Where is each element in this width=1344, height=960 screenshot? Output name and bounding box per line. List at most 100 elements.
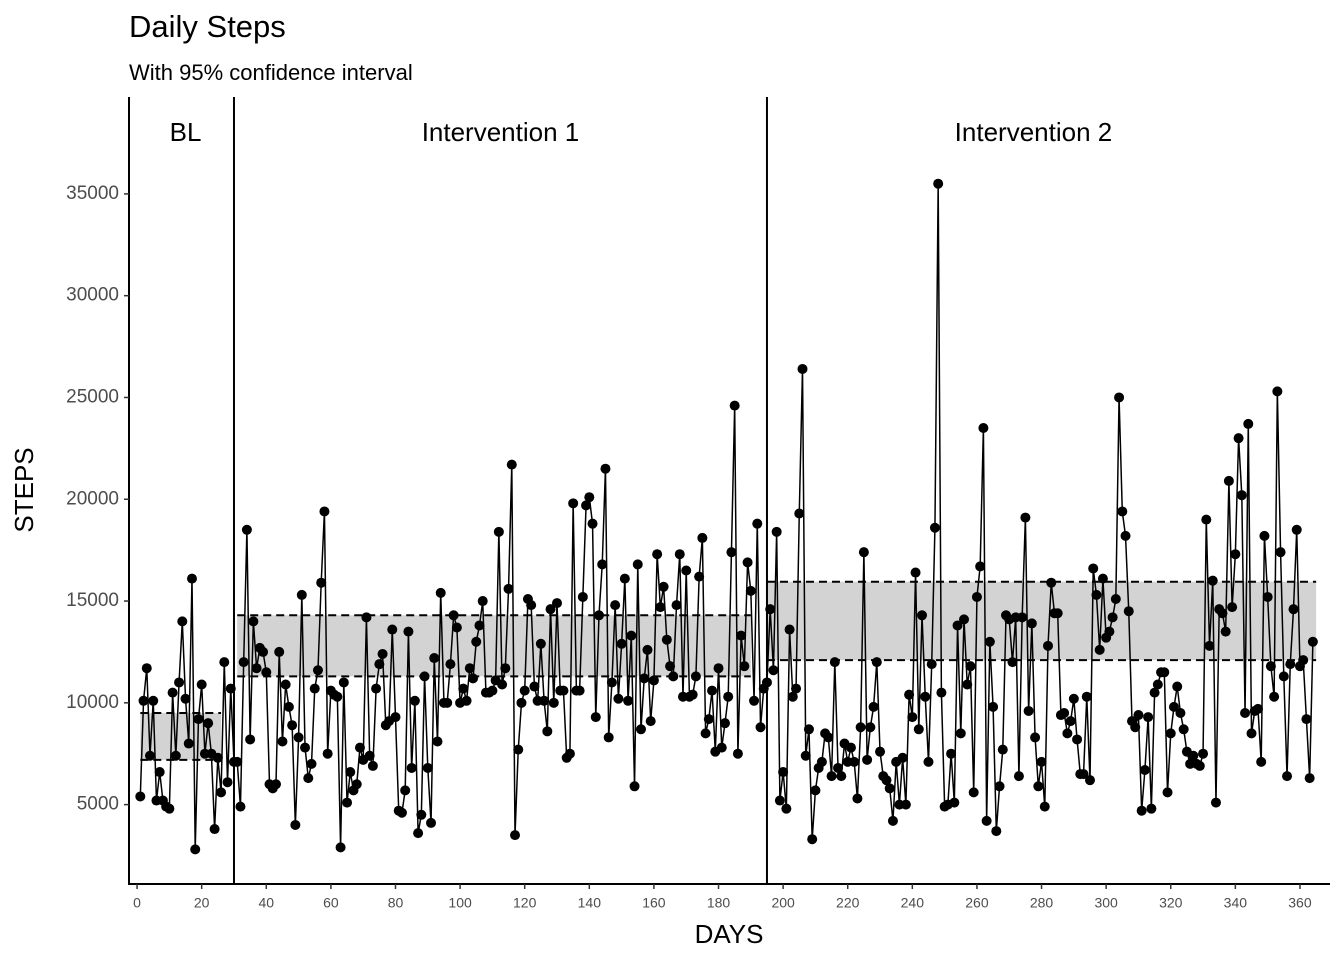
data-point <box>590 712 601 723</box>
phase-label: Intervention 1 <box>422 117 580 147</box>
data-point <box>1162 787 1173 798</box>
data-point <box>545 604 556 615</box>
data-point <box>994 781 1005 792</box>
data-point <box>535 638 546 649</box>
data-point <box>603 732 614 743</box>
data-point <box>1240 708 1251 719</box>
y-tick-label: 30000 <box>66 285 119 306</box>
data-point <box>600 463 611 474</box>
data-point <box>1139 765 1150 776</box>
data-point <box>884 783 895 794</box>
data-point <box>833 762 844 773</box>
data-point <box>610 600 621 611</box>
data-point <box>1256 756 1267 767</box>
data-point <box>238 657 249 668</box>
data-point <box>1130 722 1141 733</box>
data-point <box>451 622 462 633</box>
data-point <box>552 598 563 609</box>
data-point <box>1165 728 1176 739</box>
data-point <box>597 559 608 570</box>
data-point <box>1217 608 1228 619</box>
data-point <box>897 752 908 763</box>
data-point <box>516 697 527 708</box>
data-point <box>1304 773 1315 784</box>
data-point <box>1175 708 1186 719</box>
data-point <box>1020 512 1031 523</box>
data-point <box>619 573 630 584</box>
data-point <box>487 685 498 696</box>
data-point <box>671 600 682 611</box>
data-point <box>312 665 323 676</box>
data-point <box>1178 724 1189 735</box>
data-point <box>923 756 934 767</box>
data-point <box>345 767 356 778</box>
data-point <box>745 585 756 596</box>
data-point <box>1007 657 1018 668</box>
data-point <box>435 587 446 598</box>
data-point <box>929 522 940 533</box>
data-point <box>510 830 521 841</box>
data-point <box>881 775 892 786</box>
data-point <box>613 693 624 704</box>
x-tick-label: 340 <box>1224 895 1248 911</box>
data-point <box>1110 594 1121 605</box>
data-point <box>468 673 479 684</box>
data-point <box>422 762 433 773</box>
data-point <box>235 801 246 812</box>
y-tick-label: 20000 <box>66 488 119 509</box>
data-point <box>1262 591 1273 602</box>
data-point <box>655 602 666 613</box>
data-point <box>652 549 663 560</box>
data-point <box>1136 805 1147 816</box>
data-point <box>429 653 440 664</box>
data-point <box>1282 771 1293 782</box>
data-point <box>1023 705 1034 716</box>
data-point <box>503 583 514 594</box>
data-point <box>1307 636 1318 647</box>
data-point <box>364 750 375 761</box>
series-line <box>139 183 1314 850</box>
data-point <box>862 754 873 765</box>
x-tick-label: 360 <box>1288 895 1312 911</box>
data-point <box>1252 703 1263 714</box>
data-point <box>1097 573 1108 584</box>
data-point <box>190 844 201 855</box>
data-point <box>319 506 330 517</box>
data-point <box>1265 661 1276 672</box>
data-point <box>836 771 847 782</box>
data-point <box>616 638 627 649</box>
data-point <box>203 718 214 729</box>
data-point <box>1072 734 1083 745</box>
data-point <box>1220 626 1231 637</box>
data-point <box>209 824 220 835</box>
data-point <box>962 679 973 690</box>
x-tick-label: 320 <box>1159 895 1183 911</box>
data-point <box>270 779 281 790</box>
data-point <box>816 756 827 767</box>
data-point <box>461 695 472 706</box>
data-point <box>1288 604 1299 615</box>
data-point <box>186 573 197 584</box>
data-point <box>1301 714 1312 725</box>
data-point <box>800 750 811 761</box>
data-point <box>871 657 882 668</box>
data-point <box>787 691 798 702</box>
data-point <box>1146 803 1157 814</box>
data-point <box>148 695 159 706</box>
x-tick-label: 100 <box>448 895 472 911</box>
ci-band <box>766 581 1317 661</box>
data-point <box>387 624 398 635</box>
data-point <box>332 691 343 702</box>
data-point <box>196 679 207 690</box>
x-tick-label: 220 <box>836 895 860 911</box>
data-point <box>377 648 388 659</box>
data-point <box>900 799 911 810</box>
data-point <box>432 736 443 747</box>
data-point <box>1246 728 1257 739</box>
data-point <box>245 734 256 745</box>
data-point <box>648 675 659 686</box>
data-point <box>1152 679 1163 690</box>
data-point <box>135 791 146 802</box>
